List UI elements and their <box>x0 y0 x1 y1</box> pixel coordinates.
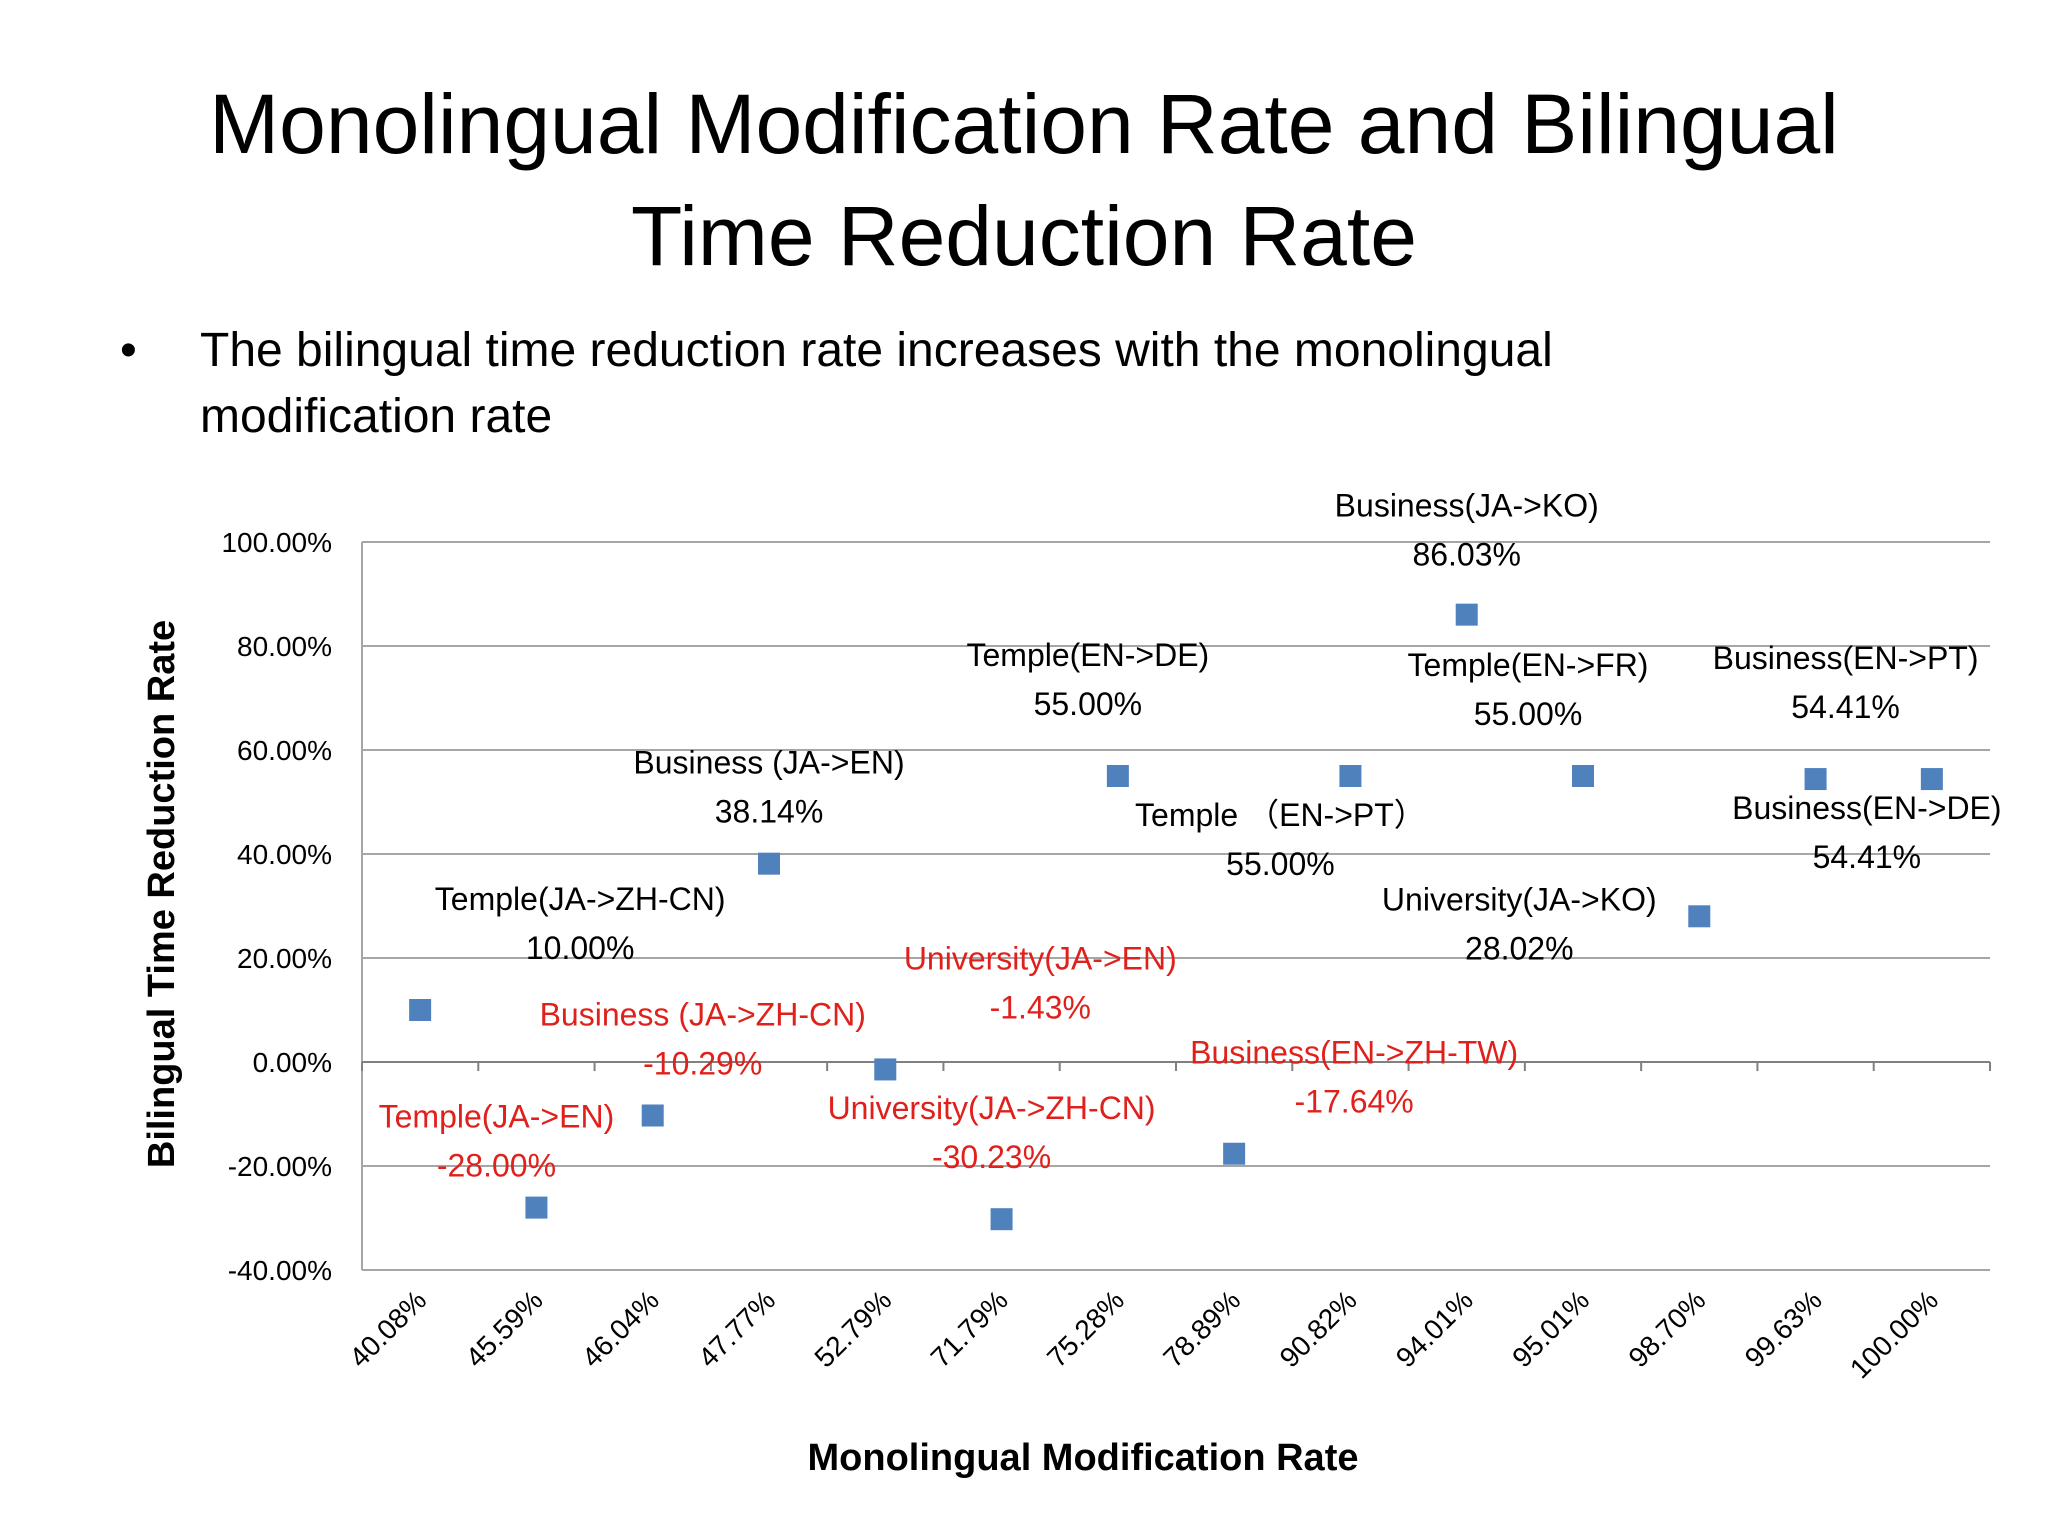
data-label-name: Temple(EN->DE) <box>966 637 1209 673</box>
data-label-value: -10.29% <box>643 1046 762 1082</box>
data-label-value: 55.00% <box>1034 686 1143 722</box>
data-point-marker <box>1688 905 1711 928</box>
data-label-name: Temple （EN->PT） <box>1135 797 1426 833</box>
data-label-value: 86.03% <box>1412 537 1521 573</box>
data-point-marker <box>874 1058 897 1081</box>
y-tick-label: 100.00% <box>221 527 332 558</box>
x-tick-label: 90.82% <box>1274 1284 1363 1373</box>
data-label-value: -30.23% <box>932 1139 1051 1175</box>
bullet-dot: • <box>120 324 137 377</box>
data-label-name: Business(EN->ZH-TW) <box>1190 1035 1518 1071</box>
data-label-value: -1.43% <box>990 989 1091 1025</box>
data-label-name: University(JA->ZH-CN) <box>828 1090 1156 1126</box>
data-label-value: 55.00% <box>1226 846 1335 882</box>
slide-title: Monolingual Modification Rate and Biling… <box>0 68 2048 292</box>
data-point-marker <box>1804 768 1827 791</box>
data-label-name: Business(EN->PT) <box>1713 640 1979 676</box>
x-axis-title: Monolingual Modification Rate <box>808 1437 1359 1479</box>
data-label-value: 54.41% <box>1791 689 1900 725</box>
data-point-marker <box>1455 603 1478 626</box>
data-label-name: University(JA->KO) <box>1382 881 1657 917</box>
x-tick-label: 75.28% <box>1041 1284 1130 1373</box>
y-tick-label: 80.00% <box>237 631 332 662</box>
data-label-name: Business (JA->ZH-CN) <box>540 997 866 1033</box>
x-tick-label: 98.70% <box>1622 1284 1711 1373</box>
y-tick-label: 20.00% <box>237 943 332 974</box>
data-point-marker <box>758 852 780 875</box>
data-label-name: Temple(JA->EN) <box>379 1099 615 1135</box>
data-label-name: Business(JA->KO) <box>1335 488 1599 524</box>
data-point-marker <box>1339 765 1362 787</box>
marker-layer <box>409 603 1943 1231</box>
data-label-name: Temple(EN->FR) <box>1408 647 1649 683</box>
x-tick-label: 46.04% <box>576 1284 665 1373</box>
x-tick-label: 45.59% <box>460 1284 549 1373</box>
x-tick-label: 95.01% <box>1506 1284 1595 1373</box>
data-label-value: 38.14% <box>715 794 824 830</box>
data-label-value: -28.00% <box>437 1148 556 1184</box>
data-label-value: 10.00% <box>526 930 635 966</box>
grid-layer <box>362 541 1990 1271</box>
data-point-marker <box>1106 765 1129 787</box>
data-point-marker <box>1920 768 1943 791</box>
y-tick-label: 40.00% <box>237 839 332 870</box>
data-label-value: 54.41% <box>1813 839 1922 875</box>
y-axis-title: Bilingual Time Reduction Rate <box>141 620 183 1168</box>
slide-title-line-1: Monolingual Modification Rate and Biling… <box>209 77 1839 171</box>
label-layer: Temple(JA->ZH-CN) 10.00% Temple(JA->EN) -28… <box>379 488 2002 1184</box>
data-point-marker <box>409 999 432 1021</box>
x-tick-label: 40.08% <box>343 1284 432 1373</box>
y-tick-label: 0.00% <box>253 1047 332 1078</box>
data-label-value: 28.02% <box>1465 930 1574 966</box>
data-label-value: -17.64% <box>1295 1084 1414 1120</box>
x-tick-label: 99.63% <box>1739 1284 1828 1373</box>
data-label-name: Business(EN->DE) <box>1732 790 2001 826</box>
x-tick-label: 78.89% <box>1157 1284 1246 1373</box>
data-label-name: Business (JA->EN) <box>633 745 904 781</box>
x-tick-label: 47.77% <box>692 1284 781 1373</box>
x-tick-label: 100.00% <box>1844 1284 1944 1384</box>
x-tick-label: 94.01% <box>1390 1284 1479 1373</box>
bullet-text: The bilingual time reduction rate increa… <box>200 324 1553 443</box>
data-label-value: 55.00% <box>1474 696 1583 732</box>
data-label-name: Temple(JA->ZH-CN) <box>435 881 726 917</box>
x-tick-label: 71.79% <box>925 1284 1014 1373</box>
data-point-marker <box>1572 765 1594 787</box>
y-tick-label: -40.00% <box>228 1255 332 1286</box>
data-label-name: University(JA->EN) <box>904 940 1177 976</box>
data-point-marker <box>990 1208 1013 1231</box>
data-point-marker <box>1223 1142 1246 1165</box>
x-tick-label: 52.79% <box>808 1284 897 1373</box>
data-point-marker <box>641 1104 664 1127</box>
y-tick-label: 60.00% <box>237 735 332 766</box>
slide-title-line-2: Time Reduction Rate <box>631 189 1417 283</box>
data-point-marker <box>525 1196 548 1219</box>
y-tick-label: -20.00% <box>228 1151 332 1182</box>
